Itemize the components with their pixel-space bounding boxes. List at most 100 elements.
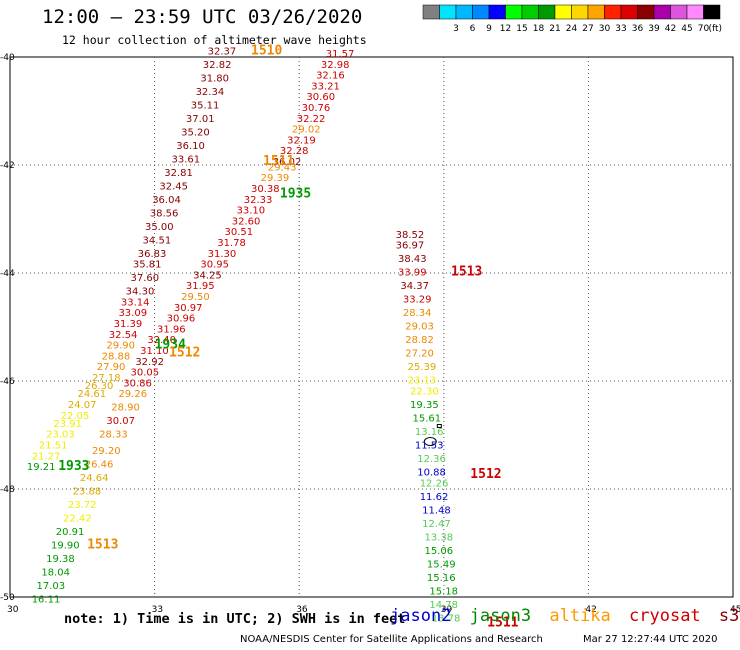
wave-height-value: 17.03 [37, 581, 66, 592]
pass-time-label: 1933 [58, 459, 89, 474]
wave-height-value: 19.90 [51, 540, 80, 551]
wave-height-value: 20.91 [56, 527, 85, 538]
legend-tick-label: 42 [665, 24, 676, 34]
wave-height-value: 35.20 [181, 127, 210, 138]
lon-tick-label: 36 [296, 605, 308, 615]
wave-height-value: 31.39 [114, 319, 143, 330]
satellite-label-s3a: s3a [718, 606, 740, 626]
wave-height-value: 23.72 [68, 500, 97, 511]
wave-height-value: 22.30 [410, 387, 439, 398]
wave-height-value: 36.10 [176, 141, 205, 152]
wave-height-value: 33.09 [118, 308, 147, 319]
wave-height-value: 32.19 [287, 135, 316, 146]
satellite-label-jason2: jason2 [390, 606, 452, 626]
wave-height-value: 22.05 [61, 411, 90, 422]
wave-height-value: 12.26 [420, 478, 449, 489]
page-subtitle: 12 hour collection of altimeter wave hei… [62, 33, 367, 47]
wave-height-value: 15.49 [427, 559, 456, 570]
wave-height-value: 30.05 [131, 368, 160, 379]
wave-height-value: 30.60 [306, 92, 335, 103]
wave-height-value: 36.83 [138, 249, 167, 260]
legend-unit: (ft) [708, 24, 722, 34]
pass-time-label: 1511 [263, 154, 294, 169]
legend-tick-label: 45 [681, 24, 692, 34]
wave-height-value: 33.61 [171, 154, 200, 165]
satellite-label-altika: altika [549, 606, 611, 626]
wave-height-value: 32.92 [135, 357, 164, 368]
wave-height-value: 31.80 [200, 73, 229, 84]
wave-height-value: 38.43 [398, 254, 427, 265]
wave-height-value: 11.48 [422, 505, 451, 516]
wave-height-value: 32.28 [280, 146, 309, 157]
wave-height-value: 29.20 [92, 446, 121, 457]
wave-height-value: 29.50 [181, 292, 210, 303]
wave-height-value: 25.39 [408, 362, 437, 373]
wave-height-value: 23.91 [53, 419, 82, 430]
legend-tick-label: 27 [582, 24, 593, 34]
wave-height-value: 38.52 [396, 230, 425, 241]
wave-height-value: 27.90 [97, 362, 126, 373]
wave-height-value: 35.81 [133, 260, 162, 271]
wave-height-value: 30.95 [200, 260, 229, 271]
wave-height-value: 31.78 [217, 238, 246, 249]
pass-time-label: 1513 [87, 537, 118, 552]
wave-height-value: 30.96 [167, 314, 196, 325]
lon-tick-label: 45 [730, 605, 740, 615]
lon-tick-label: 39 [441, 605, 453, 615]
wave-height-value: 10.88 [417, 468, 446, 479]
wave-height-value: 19.35 [410, 400, 439, 411]
wave-height-value: 30.38 [251, 184, 280, 195]
legend-tick-label: 12 [500, 24, 511, 34]
wave-height-value: 19.38 [46, 554, 75, 565]
wave-height-value: 26.30 [85, 381, 114, 392]
lat-tick-label: -42 [0, 161, 15, 171]
wave-height-value: 23.13 [408, 376, 437, 387]
wave-height-value: 35.00 [145, 222, 174, 233]
wave-height-value: 33.14 [121, 297, 150, 308]
wave-height-value: 36.97 [396, 241, 425, 252]
wave-height-value: 32.34 [196, 87, 225, 98]
wave-height-value: 34.51 [143, 235, 172, 246]
wave-height-value: 34.25 [193, 270, 222, 281]
lon-tick-label: 33 [152, 605, 163, 615]
pass-time-label: 1512 [169, 346, 200, 361]
credit-text: NOAA/NESDIS Center for Satellite Applica… [240, 634, 543, 645]
wave-height-value: 28.90 [111, 403, 140, 414]
wave-height-value: 32.98 [321, 60, 350, 71]
wave-height-value: 24.07 [68, 400, 97, 411]
wave-height-value: 13.16 [415, 427, 444, 438]
wave-height-value: 28.34 [403, 308, 432, 319]
wave-height-value: 32.54 [109, 330, 138, 341]
wave-height-value: 11.53 [415, 441, 444, 452]
wave-height-value: 12.47 [422, 519, 451, 530]
lat-tick-label: -40 [0, 53, 15, 63]
wave-height-value: 32.45 [159, 181, 188, 192]
wave-height-value: 30.51 [224, 227, 253, 238]
wave-height-value: 28.33 [99, 430, 128, 441]
wave-height-value: 38.56 [150, 208, 179, 219]
wave-height-value: 29.43 [268, 162, 297, 173]
wave-height-value: 27.20 [405, 349, 434, 360]
island-outline [423, 436, 437, 446]
legend-tick-label: 9 [486, 24, 492, 34]
wave-height-value: 32.22 [297, 114, 326, 125]
lon-tick-label: 30 [7, 605, 19, 615]
islet-outline [436, 423, 442, 428]
wave-height-value: 33.99 [398, 268, 427, 279]
wave-height-value: 15.61 [412, 414, 441, 425]
wave-height-value: 31.10 [140, 346, 169, 357]
wave-height-value: 30.07 [106, 416, 135, 427]
wave-height-value: 26.46 [85, 459, 114, 470]
satellite-legend: jason2 jason3 altika cryosat s3a [390, 606, 740, 626]
wave-height-value: 13.78 [432, 613, 461, 624]
page-title: 12:00 – 23:59 UTC 03/26/2020 [42, 6, 363, 28]
pass-time-label: 1512 [470, 467, 501, 482]
wave-height-value: 28.88 [102, 351, 131, 362]
wave-height-value: 31.30 [208, 249, 237, 260]
wave-height-value: 32.81 [164, 168, 193, 179]
wave-height-value: 35.11 [191, 100, 220, 111]
wave-height-value: 30.86 [123, 378, 152, 389]
legend-tick-label: 15 [516, 24, 527, 34]
wave-height-value: 18.04 [41, 567, 70, 578]
wave-height-value: 32.37 [208, 46, 237, 57]
